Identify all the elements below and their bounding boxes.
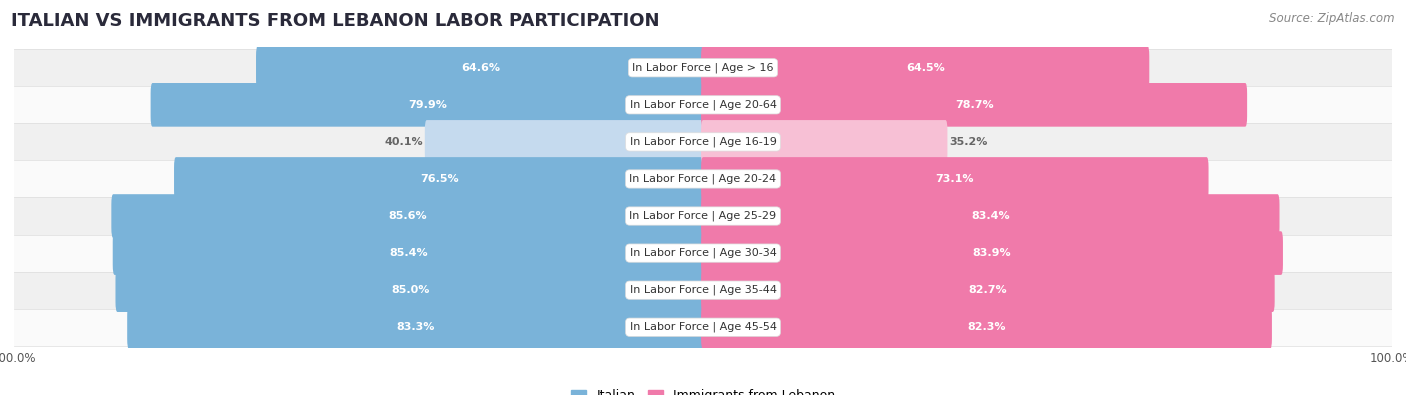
FancyBboxPatch shape bbox=[174, 157, 704, 201]
Text: 83.4%: 83.4% bbox=[972, 211, 1010, 221]
Text: 35.2%: 35.2% bbox=[949, 137, 987, 147]
Text: 82.7%: 82.7% bbox=[969, 285, 1007, 295]
Text: 64.6%: 64.6% bbox=[461, 63, 501, 73]
FancyBboxPatch shape bbox=[111, 194, 704, 238]
FancyBboxPatch shape bbox=[112, 231, 704, 275]
Text: 78.7%: 78.7% bbox=[955, 100, 994, 110]
Text: 85.0%: 85.0% bbox=[391, 285, 429, 295]
Text: In Labor Force | Age 35-44: In Labor Force | Age 35-44 bbox=[630, 285, 776, 295]
FancyBboxPatch shape bbox=[702, 268, 1275, 312]
FancyBboxPatch shape bbox=[14, 49, 1392, 87]
Text: 83.3%: 83.3% bbox=[396, 322, 436, 332]
Text: In Labor Force | Age 20-24: In Labor Force | Age 20-24 bbox=[630, 174, 776, 184]
FancyBboxPatch shape bbox=[702, 46, 1149, 90]
Text: 76.5%: 76.5% bbox=[420, 174, 458, 184]
FancyBboxPatch shape bbox=[14, 198, 1392, 235]
Legend: Italian, Immigrants from Lebanon: Italian, Immigrants from Lebanon bbox=[567, 384, 839, 395]
Text: In Labor Force | Age 20-64: In Labor Force | Age 20-64 bbox=[630, 100, 776, 110]
FancyBboxPatch shape bbox=[14, 235, 1392, 272]
Text: 79.9%: 79.9% bbox=[408, 100, 447, 110]
FancyBboxPatch shape bbox=[702, 231, 1282, 275]
FancyBboxPatch shape bbox=[14, 123, 1392, 160]
FancyBboxPatch shape bbox=[115, 268, 704, 312]
FancyBboxPatch shape bbox=[14, 272, 1392, 308]
Text: In Labor Force | Age 25-29: In Labor Force | Age 25-29 bbox=[630, 211, 776, 221]
Text: 64.5%: 64.5% bbox=[905, 63, 945, 73]
Text: 82.3%: 82.3% bbox=[967, 322, 1005, 332]
Text: In Labor Force | Age 16-19: In Labor Force | Age 16-19 bbox=[630, 137, 776, 147]
FancyBboxPatch shape bbox=[702, 194, 1279, 238]
FancyBboxPatch shape bbox=[127, 305, 704, 349]
FancyBboxPatch shape bbox=[425, 120, 704, 164]
FancyBboxPatch shape bbox=[14, 87, 1392, 123]
FancyBboxPatch shape bbox=[14, 308, 1392, 346]
FancyBboxPatch shape bbox=[256, 46, 704, 90]
Text: 40.1%: 40.1% bbox=[385, 137, 423, 147]
FancyBboxPatch shape bbox=[14, 160, 1392, 198]
Text: Source: ZipAtlas.com: Source: ZipAtlas.com bbox=[1270, 12, 1395, 25]
Text: In Labor Force | Age > 16: In Labor Force | Age > 16 bbox=[633, 62, 773, 73]
FancyBboxPatch shape bbox=[702, 83, 1247, 127]
Text: 85.6%: 85.6% bbox=[389, 211, 427, 221]
FancyBboxPatch shape bbox=[702, 120, 948, 164]
FancyBboxPatch shape bbox=[150, 83, 704, 127]
Text: In Labor Force | Age 45-54: In Labor Force | Age 45-54 bbox=[630, 322, 776, 333]
Text: In Labor Force | Age 30-34: In Labor Force | Age 30-34 bbox=[630, 248, 776, 258]
Text: 83.9%: 83.9% bbox=[973, 248, 1011, 258]
FancyBboxPatch shape bbox=[702, 305, 1272, 349]
Text: 85.4%: 85.4% bbox=[389, 248, 429, 258]
FancyBboxPatch shape bbox=[702, 157, 1209, 201]
Text: ITALIAN VS IMMIGRANTS FROM LEBANON LABOR PARTICIPATION: ITALIAN VS IMMIGRANTS FROM LEBANON LABOR… bbox=[11, 12, 659, 30]
Text: 73.1%: 73.1% bbox=[935, 174, 974, 184]
